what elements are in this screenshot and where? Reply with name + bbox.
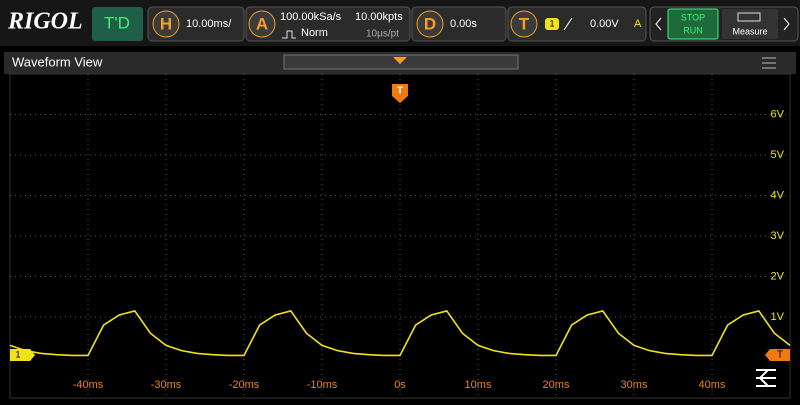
badge: [416, 10, 444, 38]
y-tick-label: 2V: [771, 270, 785, 282]
waveform: [9, 310, 791, 357]
acquire-badge: A: [256, 14, 268, 33]
x-tick-label: 40ms: [699, 379, 726, 391]
edge-icon: [563, 17, 573, 31]
x-tick-label: -30ms: [151, 379, 182, 391]
y-tick-label: 6V: [771, 108, 785, 120]
level-flag: [765, 349, 790, 361]
memory-depth: 10.00kpts: [355, 11, 403, 23]
delay-badge: D: [424, 14, 436, 33]
y-tick-label: 5V: [771, 149, 785, 161]
x-tick-label: 30ms: [621, 379, 648, 391]
trigger-channel: 1: [549, 18, 554, 28]
horizontal-badge: H: [160, 14, 172, 33]
channel-flag: [10, 349, 35, 361]
menu-icon[interactable]: [762, 57, 776, 69]
window-title: Waveform View: [12, 54, 103, 69]
acq-icon: [282, 30, 296, 39]
resolution: 10μs/pt: [366, 29, 399, 40]
x-tick-label: -10ms: [307, 379, 338, 391]
measure-button[interactable]: [722, 9, 778, 39]
trigger-level: 0.00V: [590, 18, 619, 30]
logo: RIGOL: [7, 9, 83, 35]
ruler-icon: [737, 12, 761, 22]
badge: [510, 10, 538, 38]
acquire-mode: Norm: [301, 27, 328, 39]
x-tick-label: -40ms: [73, 379, 104, 391]
status: T'D: [104, 13, 130, 32]
collapse-icon[interactable]: [756, 369, 776, 387]
x-tick-label: 10ms: [465, 379, 492, 391]
channel-marker: 1: [15, 349, 20, 359]
y-tick-label: 4V: [771, 189, 785, 201]
status-box: [92, 7, 143, 41]
trigger-position: [393, 57, 407, 64]
trigger-marker: T: [397, 86, 403, 97]
x-tick-label: -20ms: [229, 379, 260, 391]
right-arrow[interactable]: [783, 17, 790, 31]
level-marker: T: [777, 350, 783, 361]
delay: 0.00s: [450, 18, 477, 30]
x-tick-label: 20ms: [543, 379, 570, 391]
y-tick-label: 1V: [771, 311, 785, 323]
trigger-flag: [392, 84, 408, 103]
timebase: 10.00ms/: [186, 18, 232, 30]
trigger-badge: T: [519, 14, 530, 33]
stop-label: STOP: [681, 12, 705, 22]
run-label: RUN: [683, 25, 703, 35]
trigger-coupling: A: [634, 18, 642, 30]
channel-chip: [545, 18, 559, 30]
x-tick-label: 0s: [394, 379, 406, 391]
sample-rate: 100.00kSa/s: [280, 11, 342, 23]
badge: [152, 10, 180, 38]
y-tick-label: 3V: [771, 230, 785, 242]
badge: [248, 10, 276, 38]
trigger-box[interactable]: [507, 6, 647, 42]
measure-label: Measure: [732, 26, 767, 36]
run-button[interactable]: [667, 8, 719, 40]
left-arrow[interactable]: [655, 17, 662, 31]
